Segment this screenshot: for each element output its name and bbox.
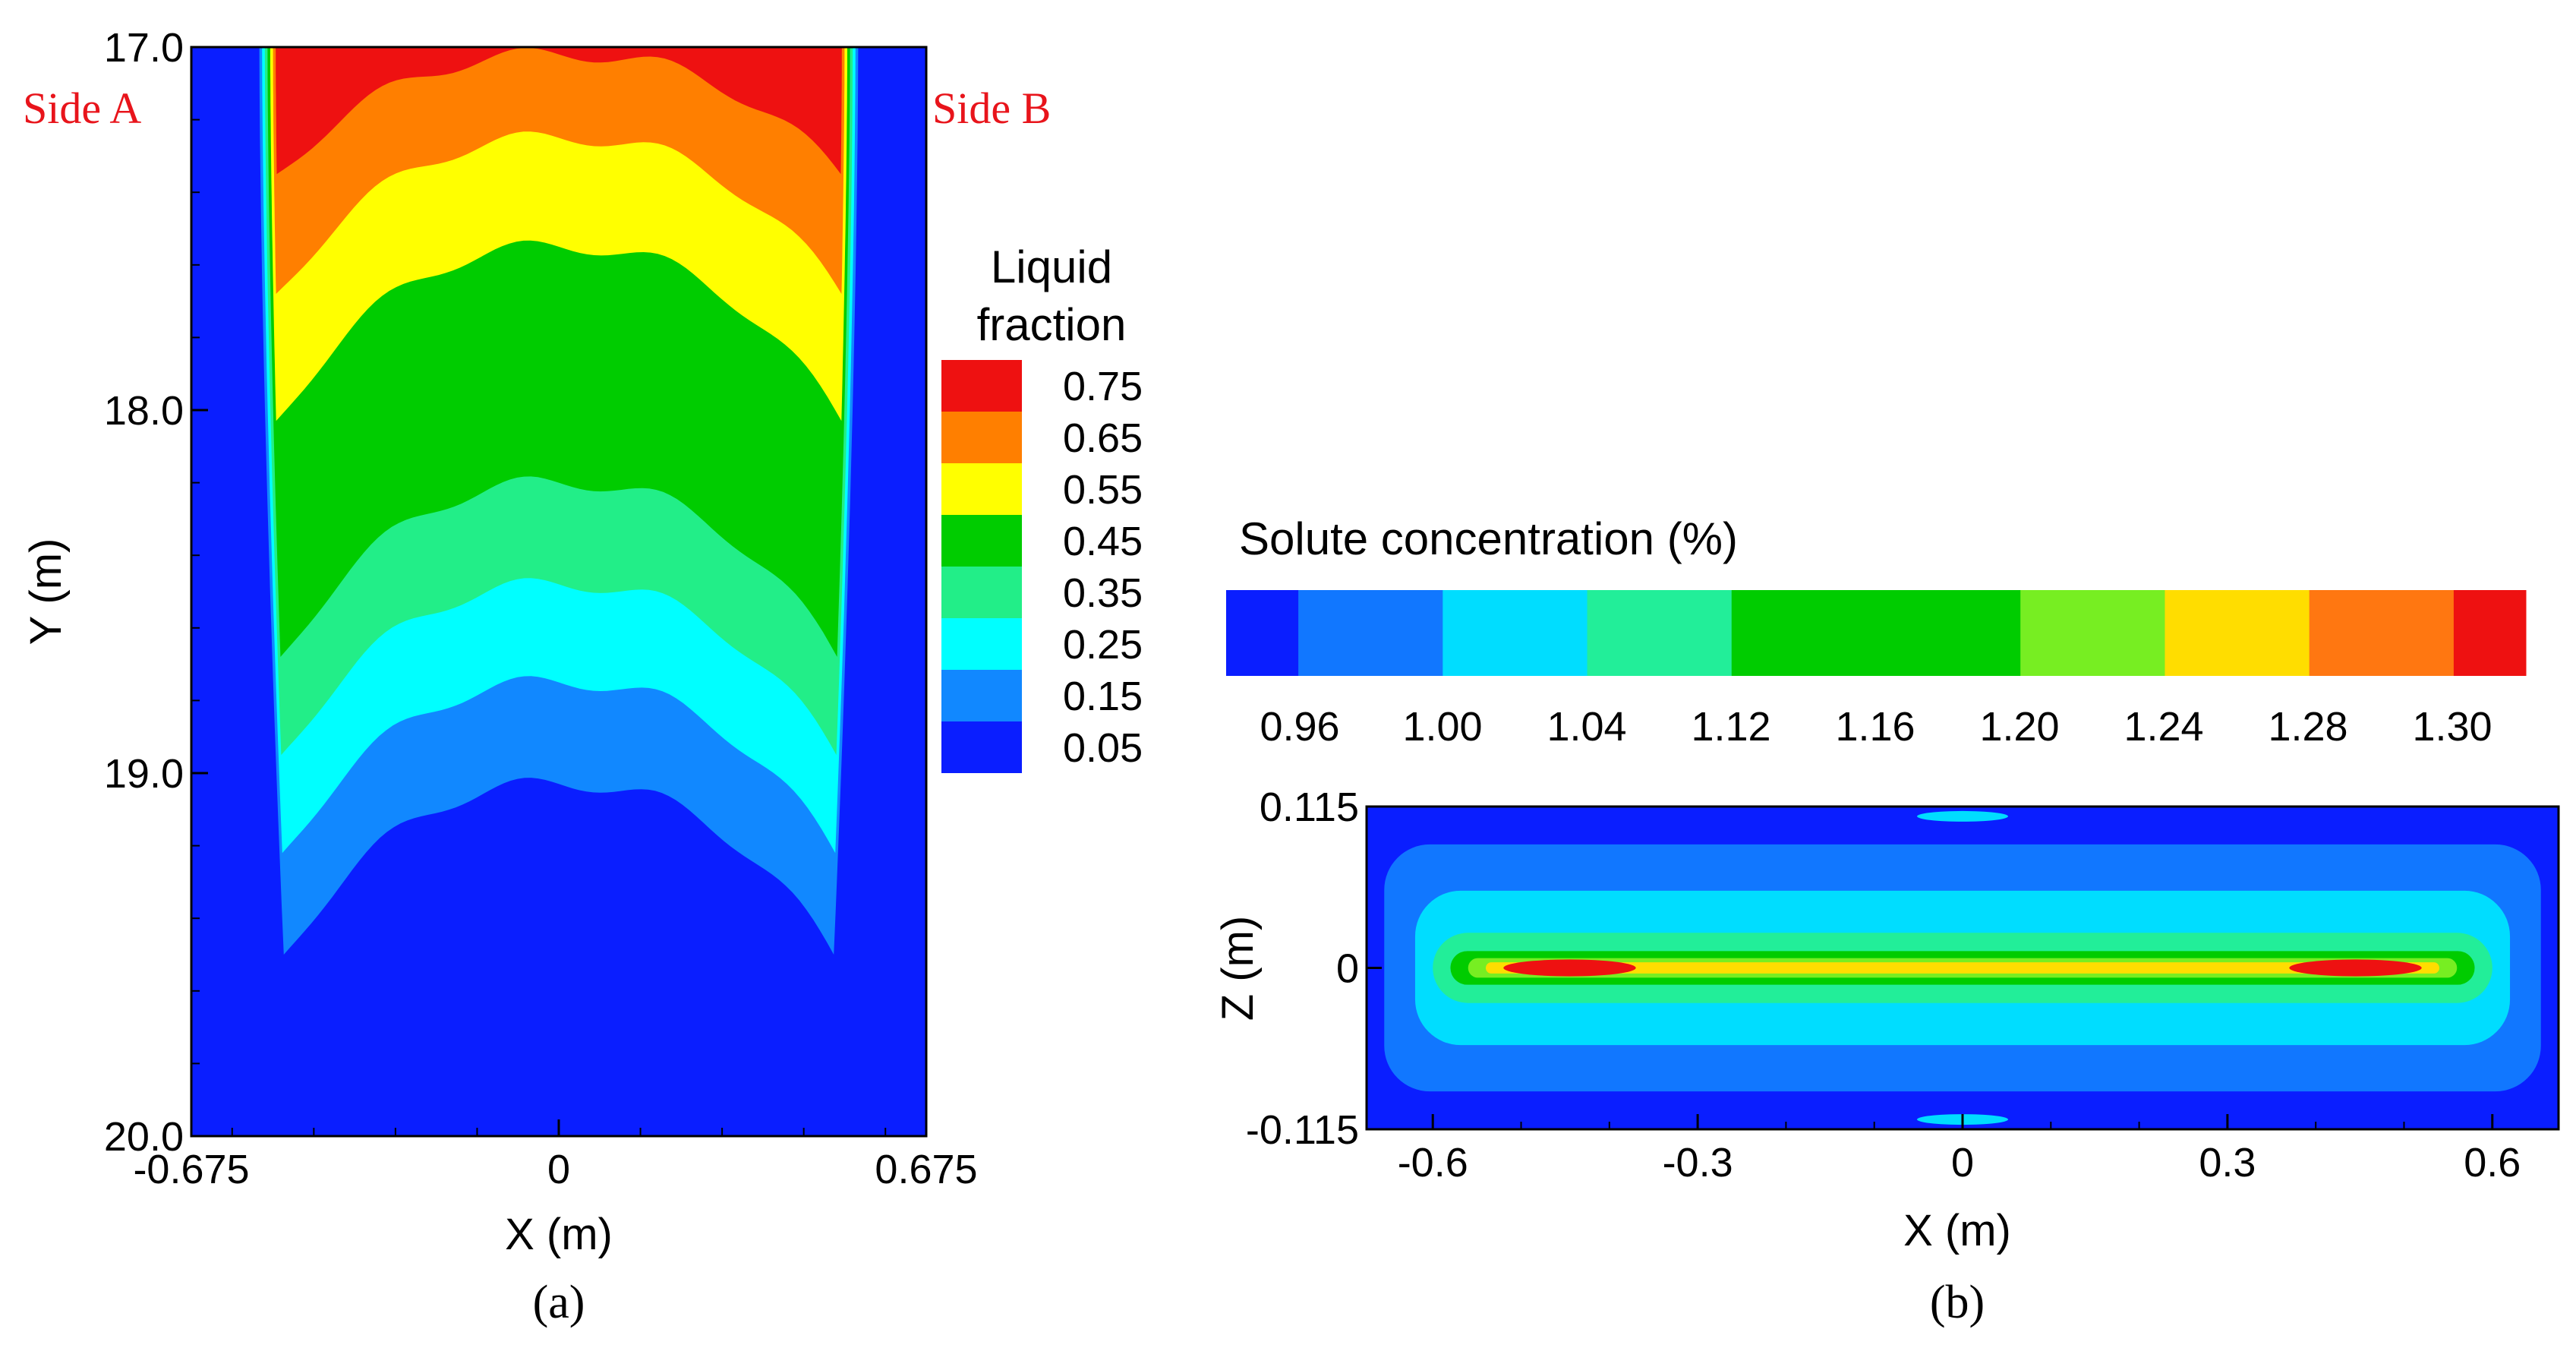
panel-b-xtick-label-4: 0.6 xyxy=(2464,1140,2521,1185)
liquid-fraction-legend-title-line-1: Liquid xyxy=(991,242,1112,292)
solute-legend-label-1.00: 1.00 xyxy=(1402,704,1482,750)
panel-b-xtick-label-3: 0.3 xyxy=(2199,1140,2256,1185)
liquid-fraction-legend-swatch-0.55 xyxy=(941,463,1022,515)
panel-b-xlabel: X (m) xyxy=(1903,1206,2011,1255)
panel-a-ticks: 17.0 18.0 19.0 20.0-0.675 0 0.675 xyxy=(104,25,978,1192)
solute-legend-swatch-0 xyxy=(1226,590,1299,676)
panel-b: Solute concentration (%) 0.96 1.00 1.04 1.1… xyxy=(1213,513,2560,1328)
liquid-fraction-legend-swatch-0.25 xyxy=(941,618,1022,670)
solute-legend-label-1.28: 1.28 xyxy=(2268,704,2347,750)
solute-legend-swatch-6 xyxy=(2165,590,2310,676)
panel-b-ytick-label-2: -0.115 xyxy=(1246,1107,1359,1153)
liquid-fraction-legend-swatch-0.75 xyxy=(941,360,1022,412)
solute-legend-title: Solute concentration (%) xyxy=(1239,513,1738,564)
panel-a: 17.0 18.0 19.0 20.0-0.675 0 0.675 X (m) Y (m)… xyxy=(21,25,1143,1328)
liquid-fraction-legend-label-0.15: 0.15 xyxy=(1063,674,1143,719)
panel-a-ytick-label-2: 19.0 xyxy=(104,751,184,797)
liquid-fraction-legend-label-0.05: 0.05 xyxy=(1063,725,1143,771)
panel-a-xtick-label-0: -0.675 xyxy=(133,1147,249,1192)
panel-b-ticks: 0.115 0 -0.115 -0.6 -0.3 0 0.3 0.6 xyxy=(1246,784,2521,1185)
liquid-fraction-legend-label-0.75: 0.75 xyxy=(1063,364,1143,409)
panel-b-xtick-label-1: -0.3 xyxy=(1663,1140,1733,1185)
solute-top-streak xyxy=(1917,810,2008,822)
panel-b-xtick-label-0: -0.6 xyxy=(1398,1140,1468,1185)
liquid-fraction-legend-title-line-2: fraction xyxy=(977,299,1127,350)
panel-b-ytick-label-0: 0.115 xyxy=(1260,784,1359,830)
solute-legend-swatch-2 xyxy=(1442,590,1588,676)
solute-hotspot-1 xyxy=(2289,959,2422,977)
solute-legend-label-0.96: 0.96 xyxy=(1260,704,1339,750)
liquid-fraction-legend-swatch-0.05 xyxy=(941,721,1022,773)
panel-b-ytick-label-1: 0 xyxy=(1336,946,1359,992)
panel-b-contours xyxy=(1384,810,2541,1125)
panel-a-contours xyxy=(259,47,859,955)
panel-a-ytick-label-1: 18.0 xyxy=(104,388,184,434)
liquid-fraction-legend-items: 0.75 0.65 0.55 0.45 0.35 0.25 0.15 0.05 xyxy=(941,360,1143,773)
panel-a-label: (a) xyxy=(533,1277,585,1328)
solute-legend-label-1.12: 1.12 xyxy=(1691,704,1770,750)
side-a-label: Side A xyxy=(23,84,141,133)
panel-a-xtick-label-1: 0 xyxy=(547,1147,570,1192)
solute-legend-swatch-7 xyxy=(2309,590,2455,676)
solute-band-1.24 xyxy=(1486,962,2439,974)
liquid-fraction-legend-label-0.45: 0.45 xyxy=(1063,519,1143,564)
liquid-fraction-legend-label-0.65: 0.65 xyxy=(1063,415,1143,461)
liquid-fraction-legend: Liquid fraction 0.75 0.65 0.55 0.45 0.35 0.25… xyxy=(941,242,1143,773)
liquid-fraction-legend-swatch-0.45 xyxy=(941,515,1022,567)
solute-legend-swatch-5 xyxy=(2020,590,2165,676)
liquid-fraction-legend-swatch-0.65 xyxy=(941,412,1022,463)
solute-legend-label-1.20: 1.20 xyxy=(1979,704,2059,750)
panel-a-ytick-label-0: 17.0 xyxy=(104,25,184,71)
panel-a-xtick-label-2: 0.675 xyxy=(875,1147,977,1192)
liquid-fraction-legend-label-0.55: 0.55 xyxy=(1063,467,1143,513)
solute-concentration-legend: 0.96 1.00 1.04 1.12 1.16 1.20 1.24 1.28 1.30 xyxy=(1226,590,2527,750)
liquid-fraction-legend-label-0.25: 0.25 xyxy=(1063,622,1143,668)
solute-legend-swatch-4 xyxy=(1731,590,2021,676)
liquid-fraction-legend-label-0.35: 0.35 xyxy=(1063,570,1143,616)
panel-b-label: (b) xyxy=(1930,1277,1985,1328)
panel-a-xlabel: X (m) xyxy=(505,1210,613,1259)
solute-legend-label-1.30: 1.30 xyxy=(2412,704,2492,750)
panel-a-ylabel: Y (m) xyxy=(21,538,71,646)
liquid-fraction-legend-swatch-0.35 xyxy=(941,567,1022,618)
liquid-fraction-band-0.75 xyxy=(276,47,842,175)
solute-legend-label-1.24: 1.24 xyxy=(2124,704,2203,750)
solute-legend-swatch-1 xyxy=(1298,590,1443,676)
solute-legend-swatch-8 xyxy=(2453,590,2527,676)
liquid-fraction-legend-swatch-0.15 xyxy=(941,670,1022,721)
solute-legend-label-1.16: 1.16 xyxy=(1835,704,1915,750)
panel-b-xtick-label-2: 0 xyxy=(1951,1140,1974,1185)
panel-a-ytick-label-3: 20.0 xyxy=(104,1114,184,1160)
side-b-label: Side B xyxy=(932,84,1051,133)
panel-b-ylabel: Z (m) xyxy=(1213,916,1263,1021)
solute-legend-label-1.04: 1.04 xyxy=(1547,704,1626,750)
solute-hotspot-0 xyxy=(1503,959,1636,977)
liquid-fraction-band-0.65 xyxy=(273,47,845,294)
solute-legend-swatch-3 xyxy=(1587,590,1733,676)
